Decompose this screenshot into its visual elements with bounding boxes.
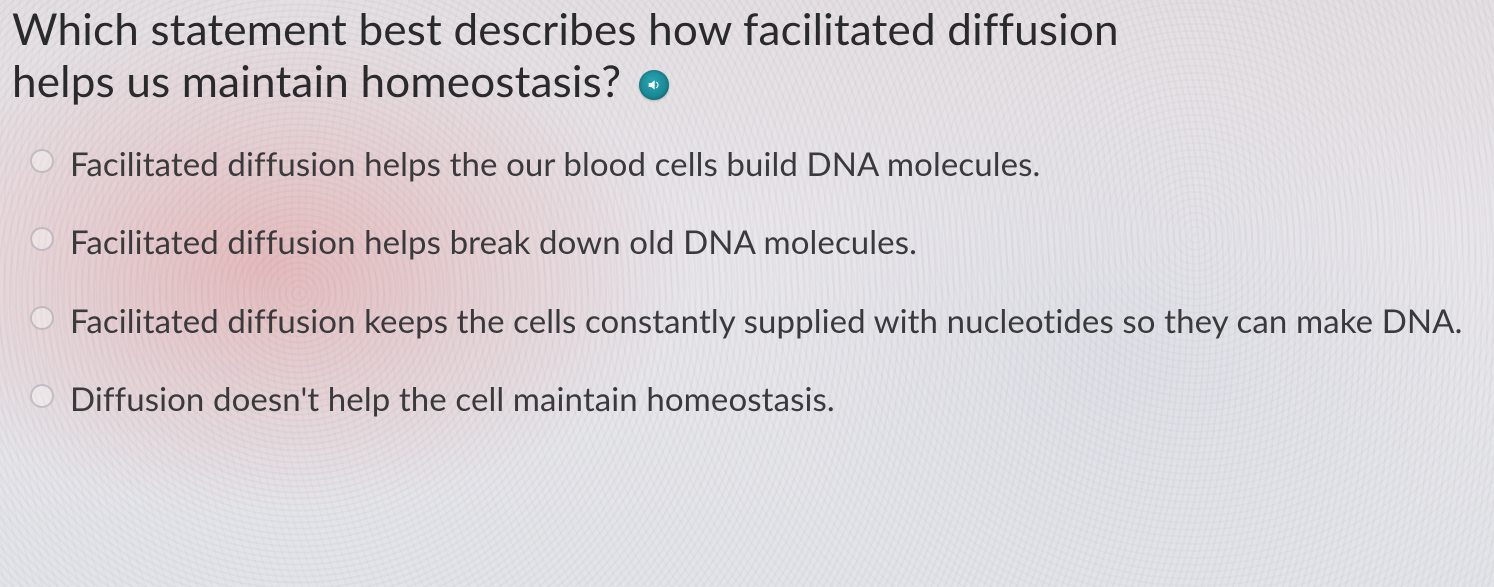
speaker-icon[interactable] <box>639 70 669 100</box>
option-label: Facilitated diffusion helps the our bloo… <box>70 142 1040 187</box>
question-text: Which statement best describes how facil… <box>12 4 1482 108</box>
option-label: Facilitated diffusion helps break down o… <box>70 220 917 265</box>
options-list: Facilitated diffusion helps the our bloo… <box>12 142 1482 422</box>
radio-icon[interactable] <box>30 227 54 251</box>
option-3[interactable]: Facilitated diffusion keeps the cells co… <box>30 299 1482 344</box>
option-4[interactable]: Diffusion doesn't help the cell maintain… <box>30 377 1482 422</box>
question-line-2: helps us maintain homeostasis? <box>12 55 621 107</box>
option-label: Facilitated diffusion keeps the cells co… <box>70 299 1463 344</box>
option-1[interactable]: Facilitated diffusion helps the our bloo… <box>30 142 1482 187</box>
quiz-container: Which statement best describes how facil… <box>0 0 1494 422</box>
question-line-1: Which statement best describes how facil… <box>12 3 1119 55</box>
radio-icon[interactable] <box>30 149 54 173</box>
option-2[interactable]: Facilitated diffusion helps break down o… <box>30 220 1482 265</box>
radio-icon[interactable] <box>30 306 54 330</box>
option-label: Diffusion doesn't help the cell maintain… <box>70 377 835 422</box>
radio-icon[interactable] <box>30 384 54 408</box>
